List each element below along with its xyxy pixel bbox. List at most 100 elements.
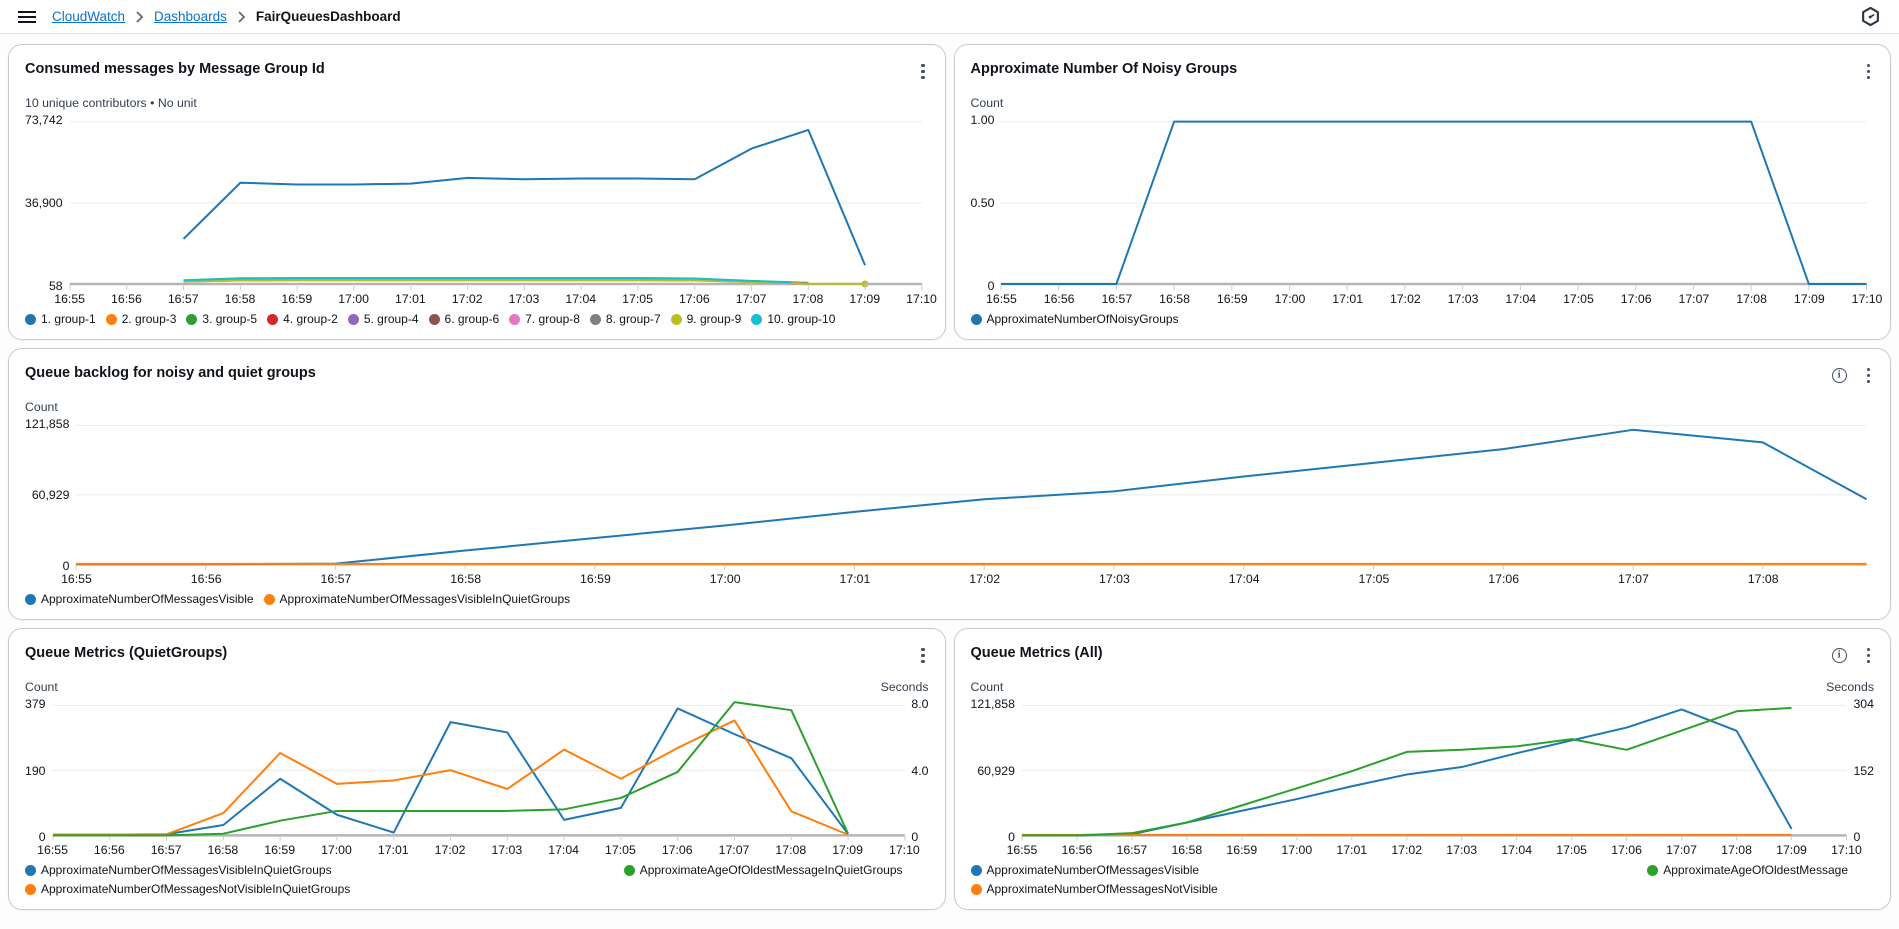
x-tick-label: 17:09 [1793,292,1825,306]
x-tick-label: 16:59 [1216,292,1248,306]
legend-item[interactable]: ApproximateNumberOfMessagesNotVisible [970,882,1218,896]
legend-item[interactable]: 8. group-7 [589,312,661,326]
x-tick-label: 17:01 [377,843,409,857]
legend-item[interactable]: 3. group-5 [186,312,257,326]
legend-item[interactable]: ApproximateAgeOfOldestMessageInQuietGrou… [623,863,903,877]
x-tick-label: 17:02 [434,843,466,857]
hamburger-menu-icon[interactable] [18,10,36,23]
x-tick-label: 17:03 [508,292,540,306]
series-line[interactable] [1001,122,1867,284]
series-line[interactable] [183,130,865,265]
legend-item[interactable]: ApproximateNumberOfMessagesVisible [970,863,1218,877]
chart-legend: ApproximateNumberOfMessagesVisible Approx… [25,592,1874,606]
legend-label: ApproximateAgeOfOldestMessage [1663,863,1848,877]
line-chart-plot[interactable] [1022,704,1847,837]
series-line[interactable] [53,702,848,835]
x-tick-label: 17:04 [565,292,597,306]
line-chart-plot[interactable] [76,424,1867,566]
breadcrumb-cloudwatch[interactable]: CloudWatch [52,9,126,24]
legend-label: ApproximateNumberOfMessagesVisibleInQuie… [41,863,332,877]
line-chart-plot[interactable] [1001,120,1867,286]
line-chart-plot[interactable] [70,120,922,286]
x-tick-label: 16:58 [224,292,256,306]
legend-color-dot [25,593,36,605]
y-axis-right: 304 152 0 [1853,697,1874,844]
legend-item[interactable]: 10. group-10 [751,312,835,326]
legend-label: ApproximateNumberOfMessagesVisibleInQuie… [279,592,571,606]
legend-item[interactable]: 6. group-6 [428,312,500,326]
kebab-menu-icon[interactable] [917,62,928,81]
legend-item[interactable]: 4. group-2 [267,312,338,326]
legend-color-dot [970,864,982,876]
line-chart-plot[interactable] [53,704,905,837]
x-tick-label: 16:57 [167,292,199,306]
legend-item[interactable]: 5. group-4 [347,312,419,326]
legend-column-left: ApproximateNumberOfMessagesVisible Approx… [970,863,1218,896]
legend-item[interactable]: 1. group-1 [25,312,96,326]
legend-item[interactable]: 2. group-3 [105,312,176,326]
x-tick-label: 16:57 [320,572,352,586]
x-tick-label: 17:08 [792,292,824,306]
time-range-clock-icon[interactable] [1860,6,1881,27]
legend-item[interactable]: ApproximateNumberOfNoisyGroups [970,312,1179,326]
legend-label: ApproximateAgeOfOldestMessageInQuietGrou… [639,863,903,877]
y-axis-right: 8.0 4.0 0 [911,697,929,844]
x-tick-label: 17:08 [1721,843,1752,857]
x-tick-label: 17:05 [1563,292,1594,306]
kebab-menu-icon[interactable] [1863,366,1874,385]
x-tick-label: 17:07 [718,843,750,857]
x-tick-label: 17:00 [1274,292,1306,306]
x-tick-label: 17:07 [1678,292,1710,306]
x-tick-label: 17:08 [775,843,807,857]
series-line[interactable] [53,709,848,835]
y-axis-unit-label: Count [25,400,58,415]
x-tick-label: 16:57 [1101,292,1133,306]
panel-consumed-messages: Consumed messages by Message Group Id 10… [8,44,946,340]
x-tick-label: 17:01 [1332,292,1364,306]
legend-color-dot [186,313,198,325]
x-tick-label: 17:02 [1389,292,1421,306]
kebab-menu-icon[interactable] [917,646,928,665]
x-tick-label: 16:59 [1226,843,1258,857]
y-axis-unit-label-right: Seconds [1826,680,1874,695]
x-tick-label: 17:07 [735,292,767,306]
series-line[interactable] [183,281,865,285]
series-line[interactable] [1022,710,1792,836]
x-tick-label: 17:04 [1505,292,1537,306]
legend-label: ApproximateNumberOfNoisyGroups [986,312,1179,326]
x-axis: 16:55 16:56 16:57 16:58 16:59 17:00 17:01 17:02… [37,837,920,857]
x-tick-label: 17:10 [1851,292,1883,306]
kebab-menu-icon[interactable] [1863,646,1874,665]
legend-item[interactable]: ApproximateNumberOfMessagesVisibleInQuie… [263,592,571,606]
legend-item[interactable]: 7. group-8 [509,312,580,326]
series-line[interactable] [1022,708,1792,835]
x-tick-label: 17:05 [1358,572,1390,586]
x-tick-label: 17:06 [661,843,693,857]
kebab-menu-icon[interactable] [1863,62,1874,81]
x-tick-label: 17:03 [491,843,523,857]
legend-item[interactable]: ApproximateNumberOfMessagesNotVisibleInQ… [25,882,350,896]
series-line[interactable] [53,721,848,835]
legend-item[interactable]: ApproximateAgeOfOldestMessage [1647,863,1848,877]
legend-label: 10. group-10 [767,312,836,326]
panel-queue-backlog: Queue backlog for noisy and quiet groups… [8,348,1891,620]
chart-svg [53,704,905,837]
legend-color-dot [25,313,36,325]
legend-item[interactable]: ApproximateNumberOfMessagesVisible [25,592,254,606]
breadcrumb-dashboards[interactable]: Dashboards [154,9,227,24]
x-tick-label: 17:06 [1611,843,1642,857]
info-icon[interactable] [1831,648,1847,664]
legend-color-dot [670,313,682,325]
legend-color-dot [623,864,635,876]
panel-title: Queue Metrics (All) [970,645,1103,661]
x-tick-label: 16:58 [1171,843,1203,857]
series-line[interactable] [76,430,1867,564]
x-tick-label: 17:01 [394,292,426,306]
x-tick-label: 17:03 [1447,292,1479,306]
legend-label: 6. group-6 [444,312,500,326]
info-icon[interactable] [1831,368,1847,384]
series-line[interactable] [183,278,791,282]
legend-item[interactable]: 9. group-9 [670,312,741,326]
legend-item[interactable]: ApproximateNumberOfMessagesVisibleInQuie… [25,863,350,877]
x-tick-label: 16:59 [264,843,296,857]
